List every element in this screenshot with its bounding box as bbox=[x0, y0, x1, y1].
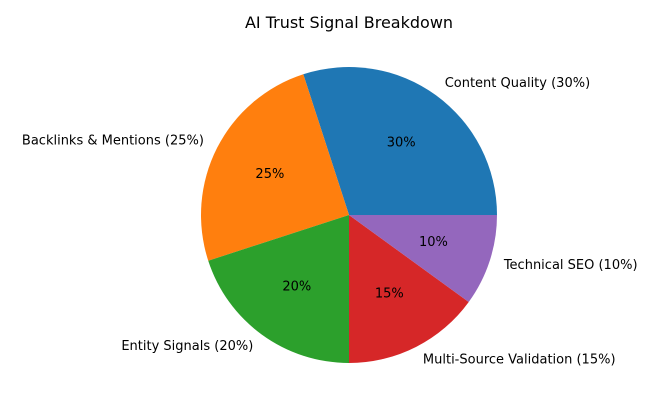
slice-percent-label: 15% bbox=[375, 287, 404, 302]
slice-label: Backlinks & Mentions (25%) bbox=[22, 134, 204, 149]
slice-label: Entity Signals (20%) bbox=[121, 339, 253, 354]
pie-slice bbox=[208, 215, 349, 363]
pie-slice bbox=[200, 74, 349, 261]
slice-label: Multi-Source Validation (15%) bbox=[423, 353, 616, 368]
slice-percent-label: 30% bbox=[387, 136, 416, 151]
slice-percent-label: 10% bbox=[419, 235, 448, 250]
slice-label: Content Quality (30%) bbox=[445, 76, 590, 91]
slice-label: Technical SEO (10%) bbox=[503, 258, 638, 273]
pie-slice bbox=[303, 66, 497, 216]
pie-slice bbox=[349, 215, 497, 302]
slice-percent-label: 20% bbox=[282, 279, 311, 294]
pie-slice bbox=[349, 215, 469, 363]
chart-title: AI Trust Signal Breakdown bbox=[245, 13, 453, 32]
slice-percent-label: 25% bbox=[255, 167, 284, 182]
